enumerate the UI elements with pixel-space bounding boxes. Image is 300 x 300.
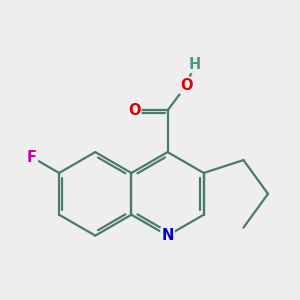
Text: O: O bbox=[128, 103, 140, 118]
Text: F: F bbox=[27, 150, 37, 165]
Text: N: N bbox=[161, 228, 174, 243]
Text: H: H bbox=[189, 57, 201, 72]
Text: O: O bbox=[180, 78, 193, 93]
